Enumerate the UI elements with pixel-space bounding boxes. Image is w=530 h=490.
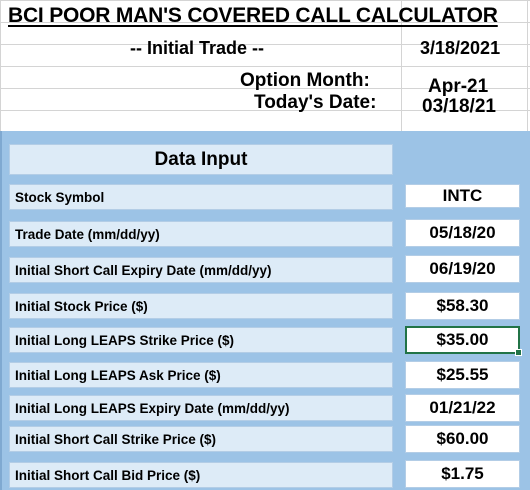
calculator-title: BCI POOR MAN'S COVERED CALL CALCULATOR [8, 4, 498, 27]
option-month-value: Apr-21 [428, 76, 489, 97]
short-call-expiry-label: Initial Short Call Expiry Date (mm/dd/yy… [9, 257, 393, 283]
trade-date-header: 3/18/2021 [420, 38, 501, 58]
initial-trade-label: -- Initial Trade -- [130, 38, 265, 58]
stock-price-input[interactable]: $58.30 [405, 292, 520, 320]
trade-date-label: Trade Date (mm/dd/yy) [9, 221, 393, 247]
data-input-heading: Data Input [9, 144, 393, 175]
short-call-bid-input[interactable]: $1.75 [405, 460, 520, 488]
short-call-strike-input[interactable]: $60.00 [405, 425, 520, 453]
row-header-edge [0, 131, 2, 490]
leaps-ask-label: Initial Long LEAPS Ask Price ($) [9, 362, 393, 388]
leaps-strike-label: Initial Long LEAPS Strike Price ($) [9, 327, 393, 353]
column-divider [527, 0, 528, 131]
stock-symbol-label: Stock Symbol [9, 184, 393, 210]
fill-handle[interactable] [515, 349, 522, 356]
stock-symbol-input[interactable]: INTC [405, 184, 520, 208]
column-divider [401, 0, 402, 131]
trade-date-input[interactable]: 05/18/20 [405, 219, 520, 247]
leaps-strike-value: $35.00 [436, 330, 489, 349]
stock-price-label: Initial Stock Price ($) [9, 293, 393, 319]
short-call-strike-label: Initial Short Call Strike Price ($) [9, 426, 393, 452]
todays-date-label: Today's Date: [254, 92, 377, 113]
leaps-strike-input[interactable]: $35.00 [405, 326, 522, 356]
leaps-ask-input[interactable]: $25.55 [405, 361, 520, 389]
short-call-expiry-input[interactable]: 06/19/20 [405, 255, 520, 283]
short-call-bid-label: Initial Short Call Bid Price ($) [9, 462, 393, 488]
leaps-expiry-input[interactable]: 01/21/22 [405, 394, 520, 422]
todays-date-value: 03/18/21 [422, 96, 496, 117]
leaps-expiry-label: Initial Long LEAPS Expiry Date (mm/dd/yy… [9, 395, 393, 421]
option-month-label: Option Month: [240, 70, 370, 91]
spreadsheet-grid-header-area [0, 0, 530, 131]
